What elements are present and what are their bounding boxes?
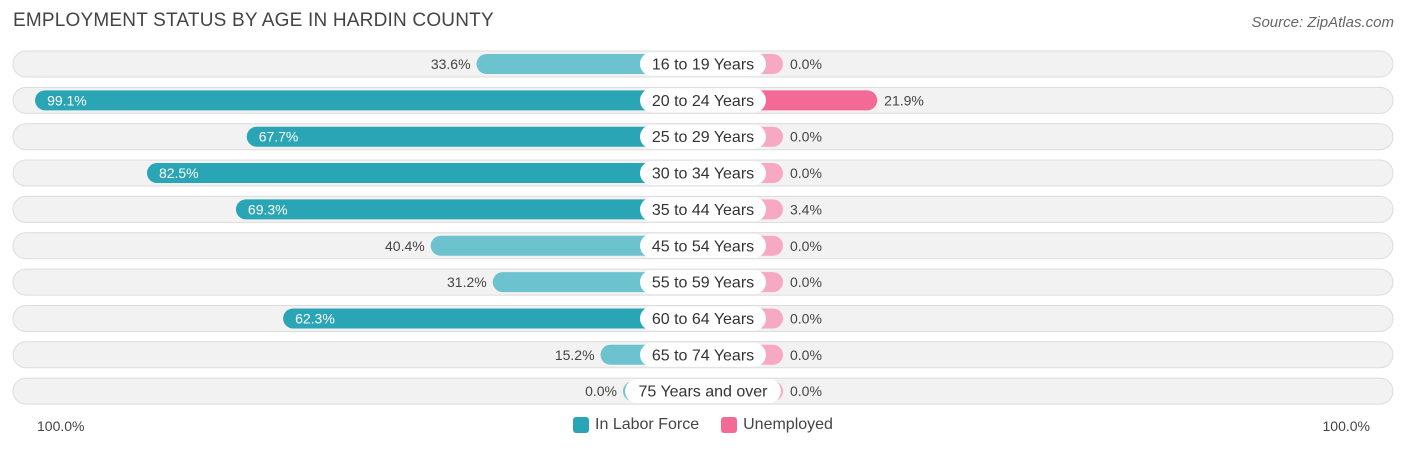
bar-labor-force <box>35 90 704 111</box>
value-label-unemployed: 21.9% <box>884 92 924 108</box>
value-label-labor-force: 40.4% <box>385 238 425 254</box>
category-label-pill <box>640 233 766 258</box>
category-label-pill <box>640 52 766 76</box>
category-label: 45 to 54 Years <box>652 238 754 255</box>
value-label-labor-force: 33.6% <box>431 56 471 72</box>
category-label: 30 to 34 Years <box>652 166 754 183</box>
value-label-labor-force: 69.3% <box>248 201 288 217</box>
bar-labor-force <box>246 126 703 147</box>
category-label-pill <box>640 88 766 113</box>
value-label-unemployed: 0.0% <box>790 129 822 145</box>
legend: In Labor Force Unemployed <box>0 416 1406 434</box>
category-label-pill <box>640 124 766 149</box>
value-label-unemployed: 0.0% <box>790 165 822 181</box>
value-label-unemployed: 0.0% <box>790 274 822 290</box>
category-label: 25 to 29 Years <box>652 129 754 146</box>
value-label-labor-force: 0.0% <box>585 383 617 399</box>
bar-labor-force <box>235 199 703 220</box>
bar-labor-force <box>430 235 703 256</box>
value-label-labor-force: 62.3% <box>295 310 335 326</box>
axis-left-label: 100.0% <box>37 418 85 434</box>
value-label-unemployed: 0.0% <box>790 238 822 254</box>
value-label-unemployed: 0.0% <box>790 383 822 399</box>
category-label-pill <box>640 161 766 186</box>
category-label-pill <box>640 197 766 222</box>
chart-title: EMPLOYMENT STATUS BY AGE IN HARDIN COUNT… <box>13 10 494 31</box>
value-label-labor-force: 99.1% <box>47 92 87 108</box>
legend-swatch-unemployed <box>721 417 738 433</box>
category-label: 60 to 64 Years <box>652 311 754 328</box>
value-label-unemployed: 0.0% <box>790 347 822 363</box>
value-label-labor-force: 82.5% <box>159 165 199 181</box>
legend-item-labor-force: In Labor Force <box>573 416 699 434</box>
value-label-labor-force: 31.2% <box>447 274 487 290</box>
axis-right-label: 100.0% <box>1322 418 1370 434</box>
legend-label-labor-force: In Labor Force <box>595 416 700 433</box>
category-label-pill <box>640 342 766 367</box>
value-label-unemployed: 0.0% <box>790 310 822 326</box>
value-label-labor-force: 15.2% <box>555 347 595 363</box>
value-label-labor-force: 67.7% <box>259 129 299 145</box>
category-label: 16 to 19 Years <box>652 57 754 74</box>
category-label: 65 to 74 Years <box>652 347 754 364</box>
category-label: 20 to 24 Years <box>652 93 754 110</box>
category-label-pill <box>625 379 781 404</box>
bar-labor-force <box>146 163 703 184</box>
legend-item-unemployed: Unemployed <box>721 416 833 434</box>
legend-swatch-labor-force <box>573 417 590 433</box>
category-label-pill <box>640 306 766 331</box>
value-label-unemployed: 3.4% <box>790 201 822 217</box>
legend-label-unemployed: Unemployed <box>743 416 833 433</box>
category-label: 55 to 59 Years <box>652 275 754 292</box>
category-label: 35 to 44 Years <box>652 202 754 219</box>
category-label-pill <box>640 270 766 295</box>
category-label: 75 Years and over <box>639 384 769 401</box>
chart-source: Source: ZipAtlas.com <box>1251 14 1394 31</box>
bar-labor-force <box>283 308 703 329</box>
value-label-unemployed: 0.0% <box>790 56 822 72</box>
